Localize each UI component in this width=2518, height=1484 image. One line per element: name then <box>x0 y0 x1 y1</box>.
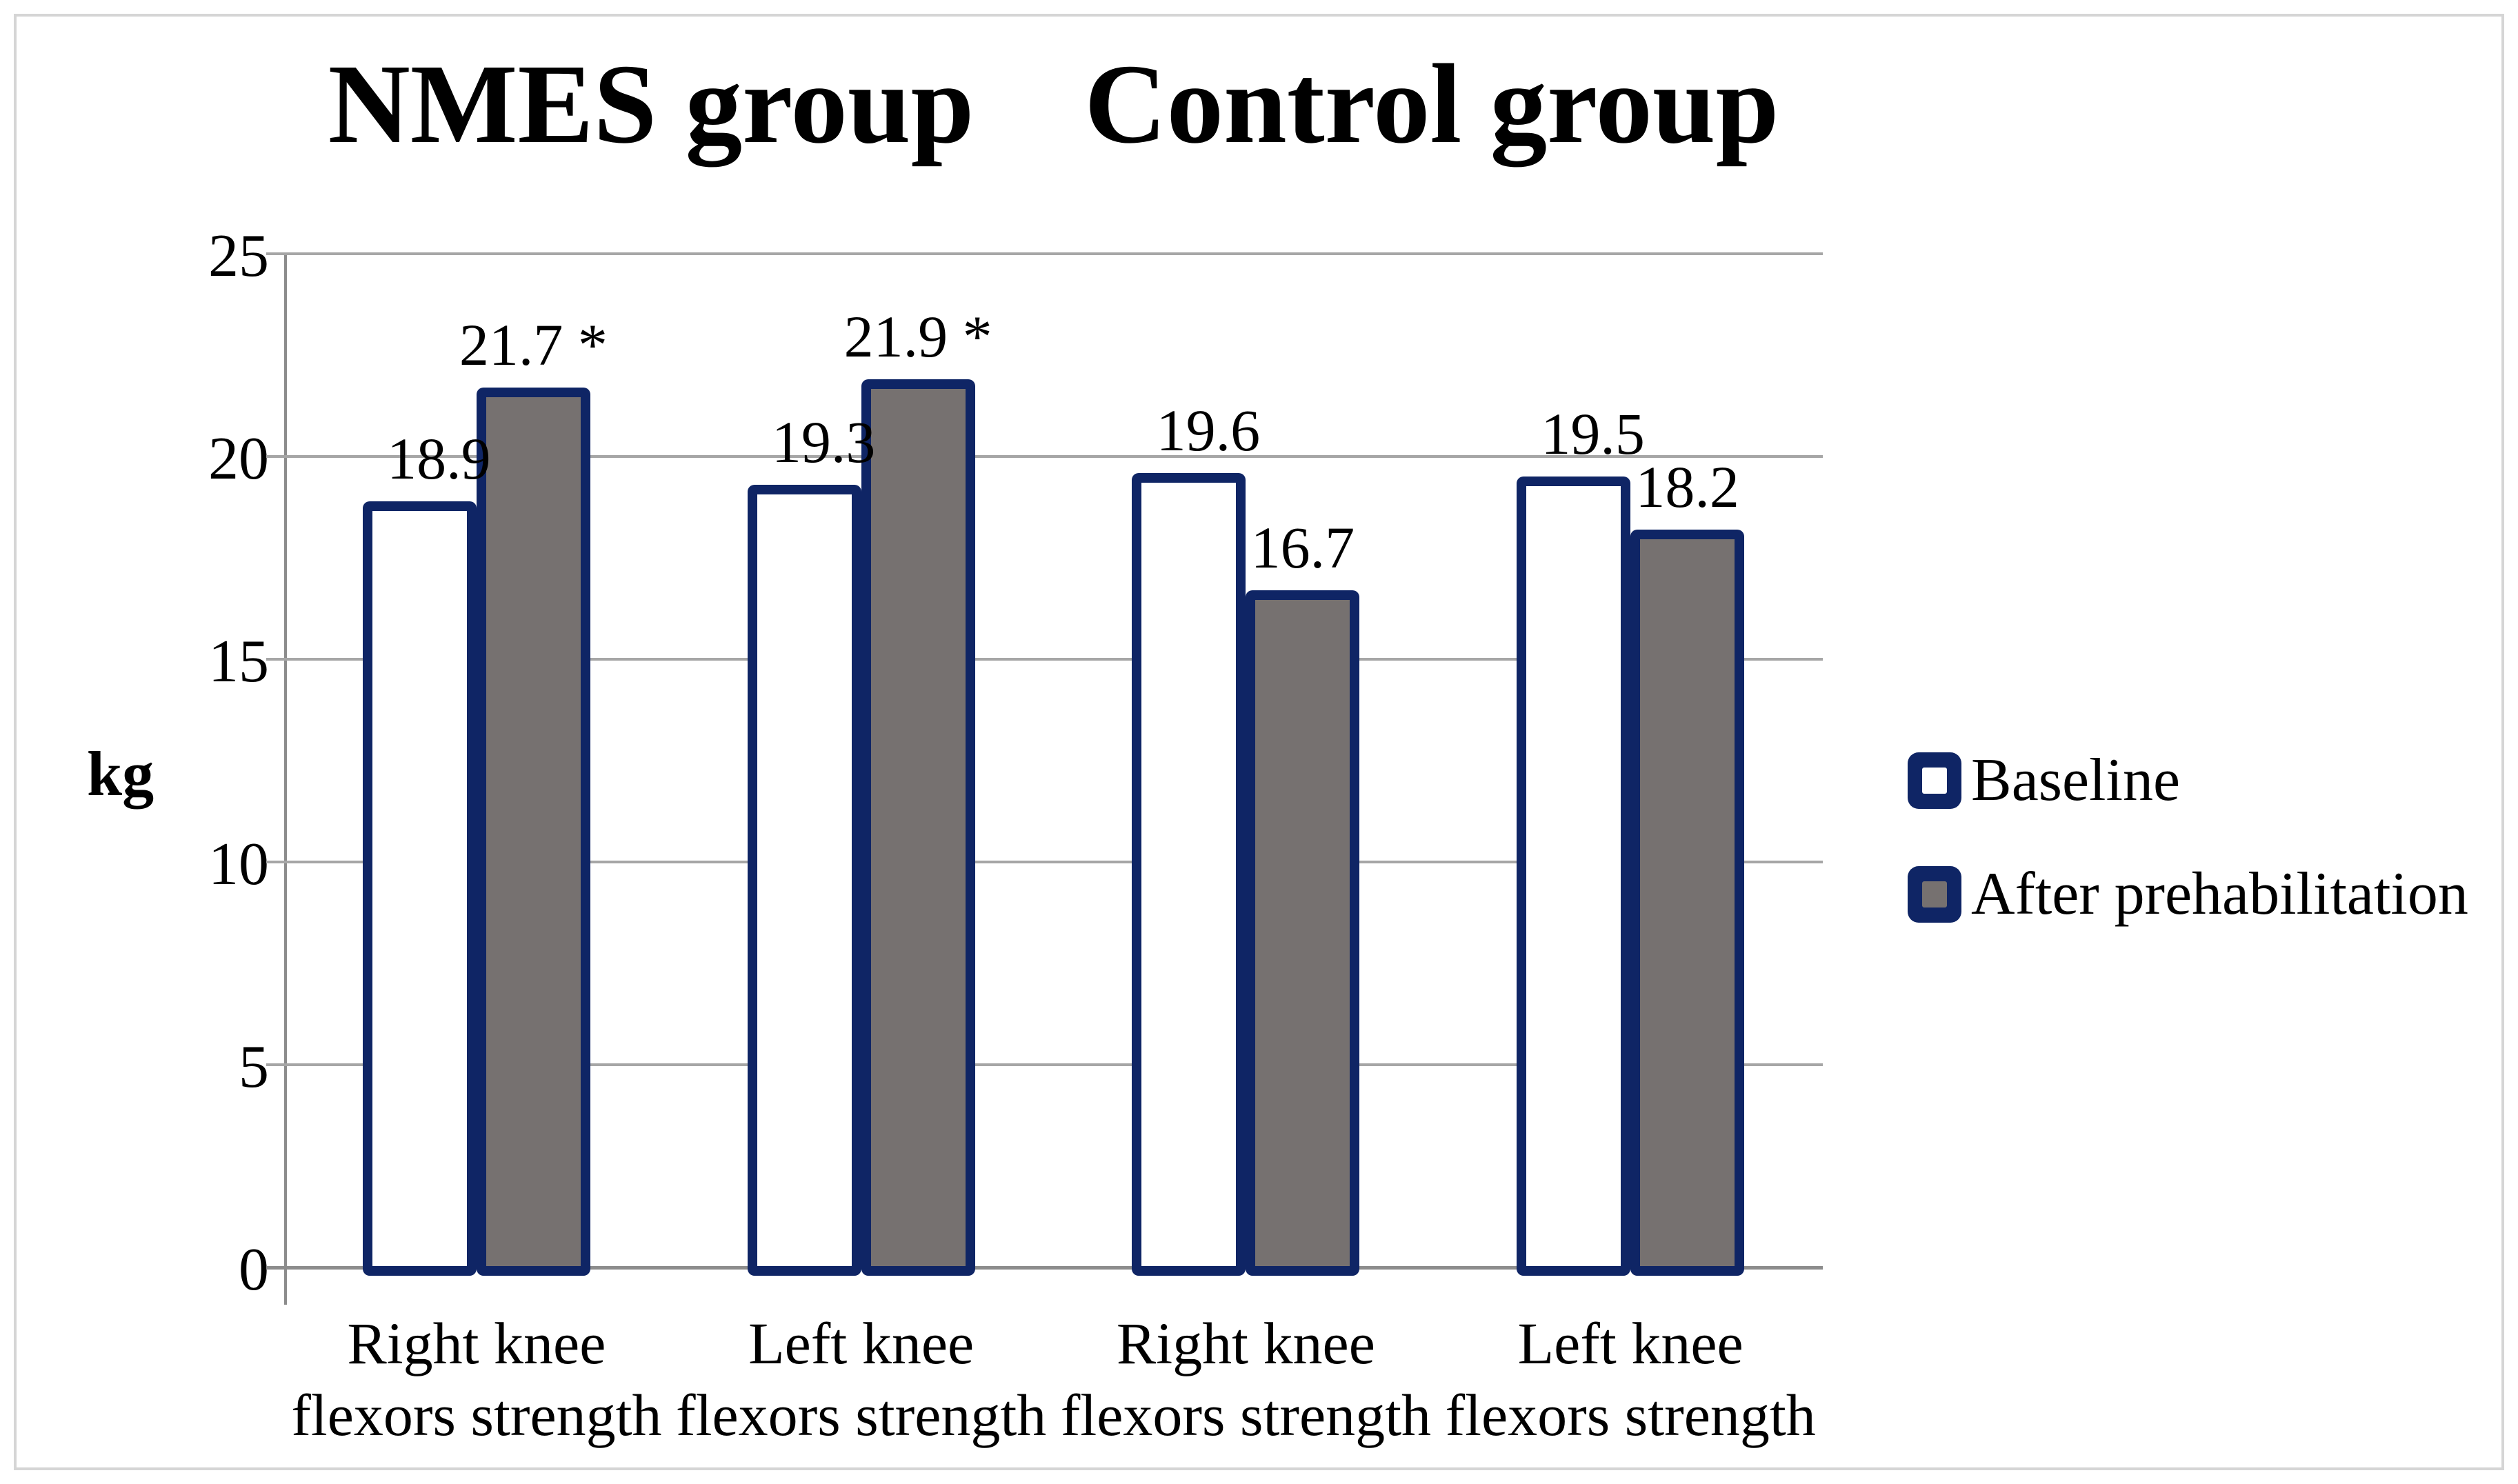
bar-after-prehabilitation <box>476 388 590 1276</box>
x-axis-category-labels: Right knee flexors strength Left knee fle… <box>284 1307 1823 1451</box>
chart-title-nmes-group: NMES group <box>328 41 975 167</box>
bar-baseline <box>747 485 861 1276</box>
y-axis-unit-label: kg <box>87 739 154 809</box>
legend-row: After prehabilitation <box>1908 864 2468 925</box>
category-label: Right knee flexors strength <box>1060 1310 1432 1448</box>
y-tick-label: 5 <box>239 1034 269 1101</box>
y-tick-label: 15 <box>208 628 269 695</box>
bar-baseline <box>362 501 477 1276</box>
bar-baseline <box>1132 472 1246 1276</box>
plot-area: 18.9 21.7 * 19.3 21.9 * 19.6 16.7 19.5 18.2 <box>266 252 1823 1305</box>
legend-label: Baseline <box>1971 747 2181 814</box>
bar-data-label: 18.9 <box>387 425 491 492</box>
gridline <box>266 1063 1823 1066</box>
category-label: Left knee flexors strength <box>675 1310 1047 1448</box>
chart-title-control-group: Control group <box>1084 41 1779 167</box>
x-axis-baseline <box>266 1266 1823 1270</box>
bar-data-label: 19.6 <box>1156 397 1261 463</box>
chart-title: NMES group Control group <box>284 47 1823 161</box>
bar-data-label: 19.5 <box>1541 401 1645 468</box>
gridline <box>266 861 1823 863</box>
legend-label: After prehabilitation <box>1971 861 2468 928</box>
category-label: Right knee flexors strength <box>291 1310 662 1448</box>
y-axis-line <box>284 254 287 1305</box>
category-label: Left knee flexors strength <box>1445 1310 1816 1448</box>
bar-data-label: 16.7 <box>1250 514 1355 581</box>
legend-row: Baseline <box>1908 750 2180 811</box>
bar-data-label: 21.7 * <box>459 312 608 379</box>
y-tick-label: 0 <box>239 1236 269 1303</box>
legend-swatch-icon <box>1908 752 1961 809</box>
y-tick-label: 25 <box>208 223 269 290</box>
bar-data-label: 21.9 * <box>843 303 992 370</box>
gridline <box>266 658 1823 661</box>
legend-swatch-fill <box>1922 881 1947 908</box>
y-tick-label: 10 <box>208 831 269 898</box>
legend-swatch-fill <box>1922 768 1947 794</box>
legend-swatch-icon <box>1908 866 1961 923</box>
bar-data-label: 18.2 <box>1635 453 1739 520</box>
gridline <box>266 252 1823 255</box>
bar-after-prehabilitation <box>1630 529 1745 1276</box>
gridline <box>266 455 1823 458</box>
bar-baseline <box>1517 477 1631 1276</box>
y-tick-label: 20 <box>208 425 269 492</box>
bar-data-label: 19.3 <box>771 409 876 476</box>
bar-after-prehabilitation <box>861 379 975 1276</box>
bar-after-prehabilitation <box>1246 590 1360 1276</box>
